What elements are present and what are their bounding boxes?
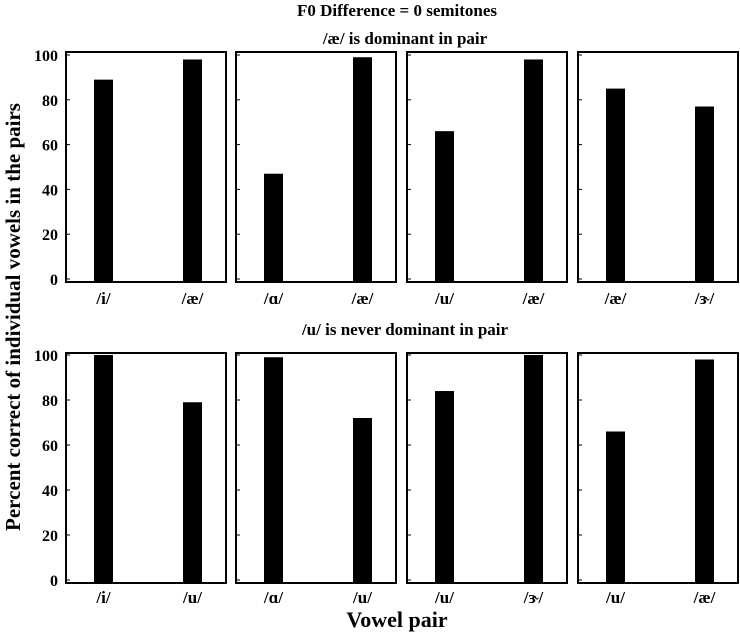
x-tick-label: /ɑ/ [263,289,283,308]
x-tick-label: /i/ [95,588,110,607]
x-tick-label: /u/ [434,588,454,607]
y-tick-label: 100 [34,348,58,365]
y-tick-label: 100 [34,48,58,65]
bar [264,173,283,281]
bar [606,88,625,281]
panel-frame [65,51,227,283]
x-tick-label: /u/ [434,289,454,308]
x-tick-label: /ɝ/ [523,588,544,607]
bar [183,59,202,282]
x-axis-label: Vowel pair [346,607,447,632]
x-tick-label: /ɝ/ [694,289,715,308]
x-tick-label: /æ/ [693,588,716,607]
bar [435,391,454,582]
x-tick-label: /æ/ [522,289,545,308]
y-tick-label: 0 [50,272,58,289]
x-tick-label: /æ/ [351,289,374,308]
panel-frame [235,51,397,283]
panel-frame [235,352,397,584]
x-tick-label: /u/ [352,588,372,607]
x-tick-label: /u/ [182,588,202,607]
y-tick-label: 40 [42,182,58,199]
bar [435,131,454,281]
panel-frame [577,352,739,584]
panel-frame [406,51,568,283]
bar [695,359,714,582]
bar [695,106,714,282]
x-tick-label: /u/ [605,588,625,607]
x-tick-label: /ɑ/ [263,588,283,607]
y-tick-label: 60 [42,438,58,455]
x-tick-label: /æ/ [181,289,204,308]
bar [524,59,543,282]
y-tick-label: 80 [42,393,58,410]
chart-title: F0 Difference = 0 semitones [297,1,497,20]
y-tick-label: 80 [42,93,58,110]
x-tick-label: /i/ [95,289,110,308]
y-tick-label: 60 [42,138,58,155]
bar [353,57,372,281]
y-tick-label: 0 [50,573,58,590]
bar [94,79,113,281]
bar [264,357,283,582]
panels-group: 0 20 40 60 80 100/i/ /æ/ /ɑ/ /æ/ /u/ /æ/ /æ/ /ɝ/0 20 4… [34,48,739,607]
bar [183,402,202,582]
panel-frame [577,51,739,283]
x-tick-label: /æ/ [604,289,627,308]
panel-frame [406,352,568,584]
bar [524,355,543,582]
row-2-subtitle: /u/ is never dominant in pair [301,320,509,339]
y-tick-label: 20 [42,227,58,244]
y-tick-label: 40 [42,483,58,500]
y-tick-label: 20 [42,528,58,545]
panel-frame [65,352,227,584]
bar [353,418,372,582]
bar [606,431,625,582]
bar [94,355,113,582]
y-axis-label: Percent correct of individual vowels in … [1,103,25,531]
row-1-subtitle: /æ/ is dominant in pair [322,29,488,48]
